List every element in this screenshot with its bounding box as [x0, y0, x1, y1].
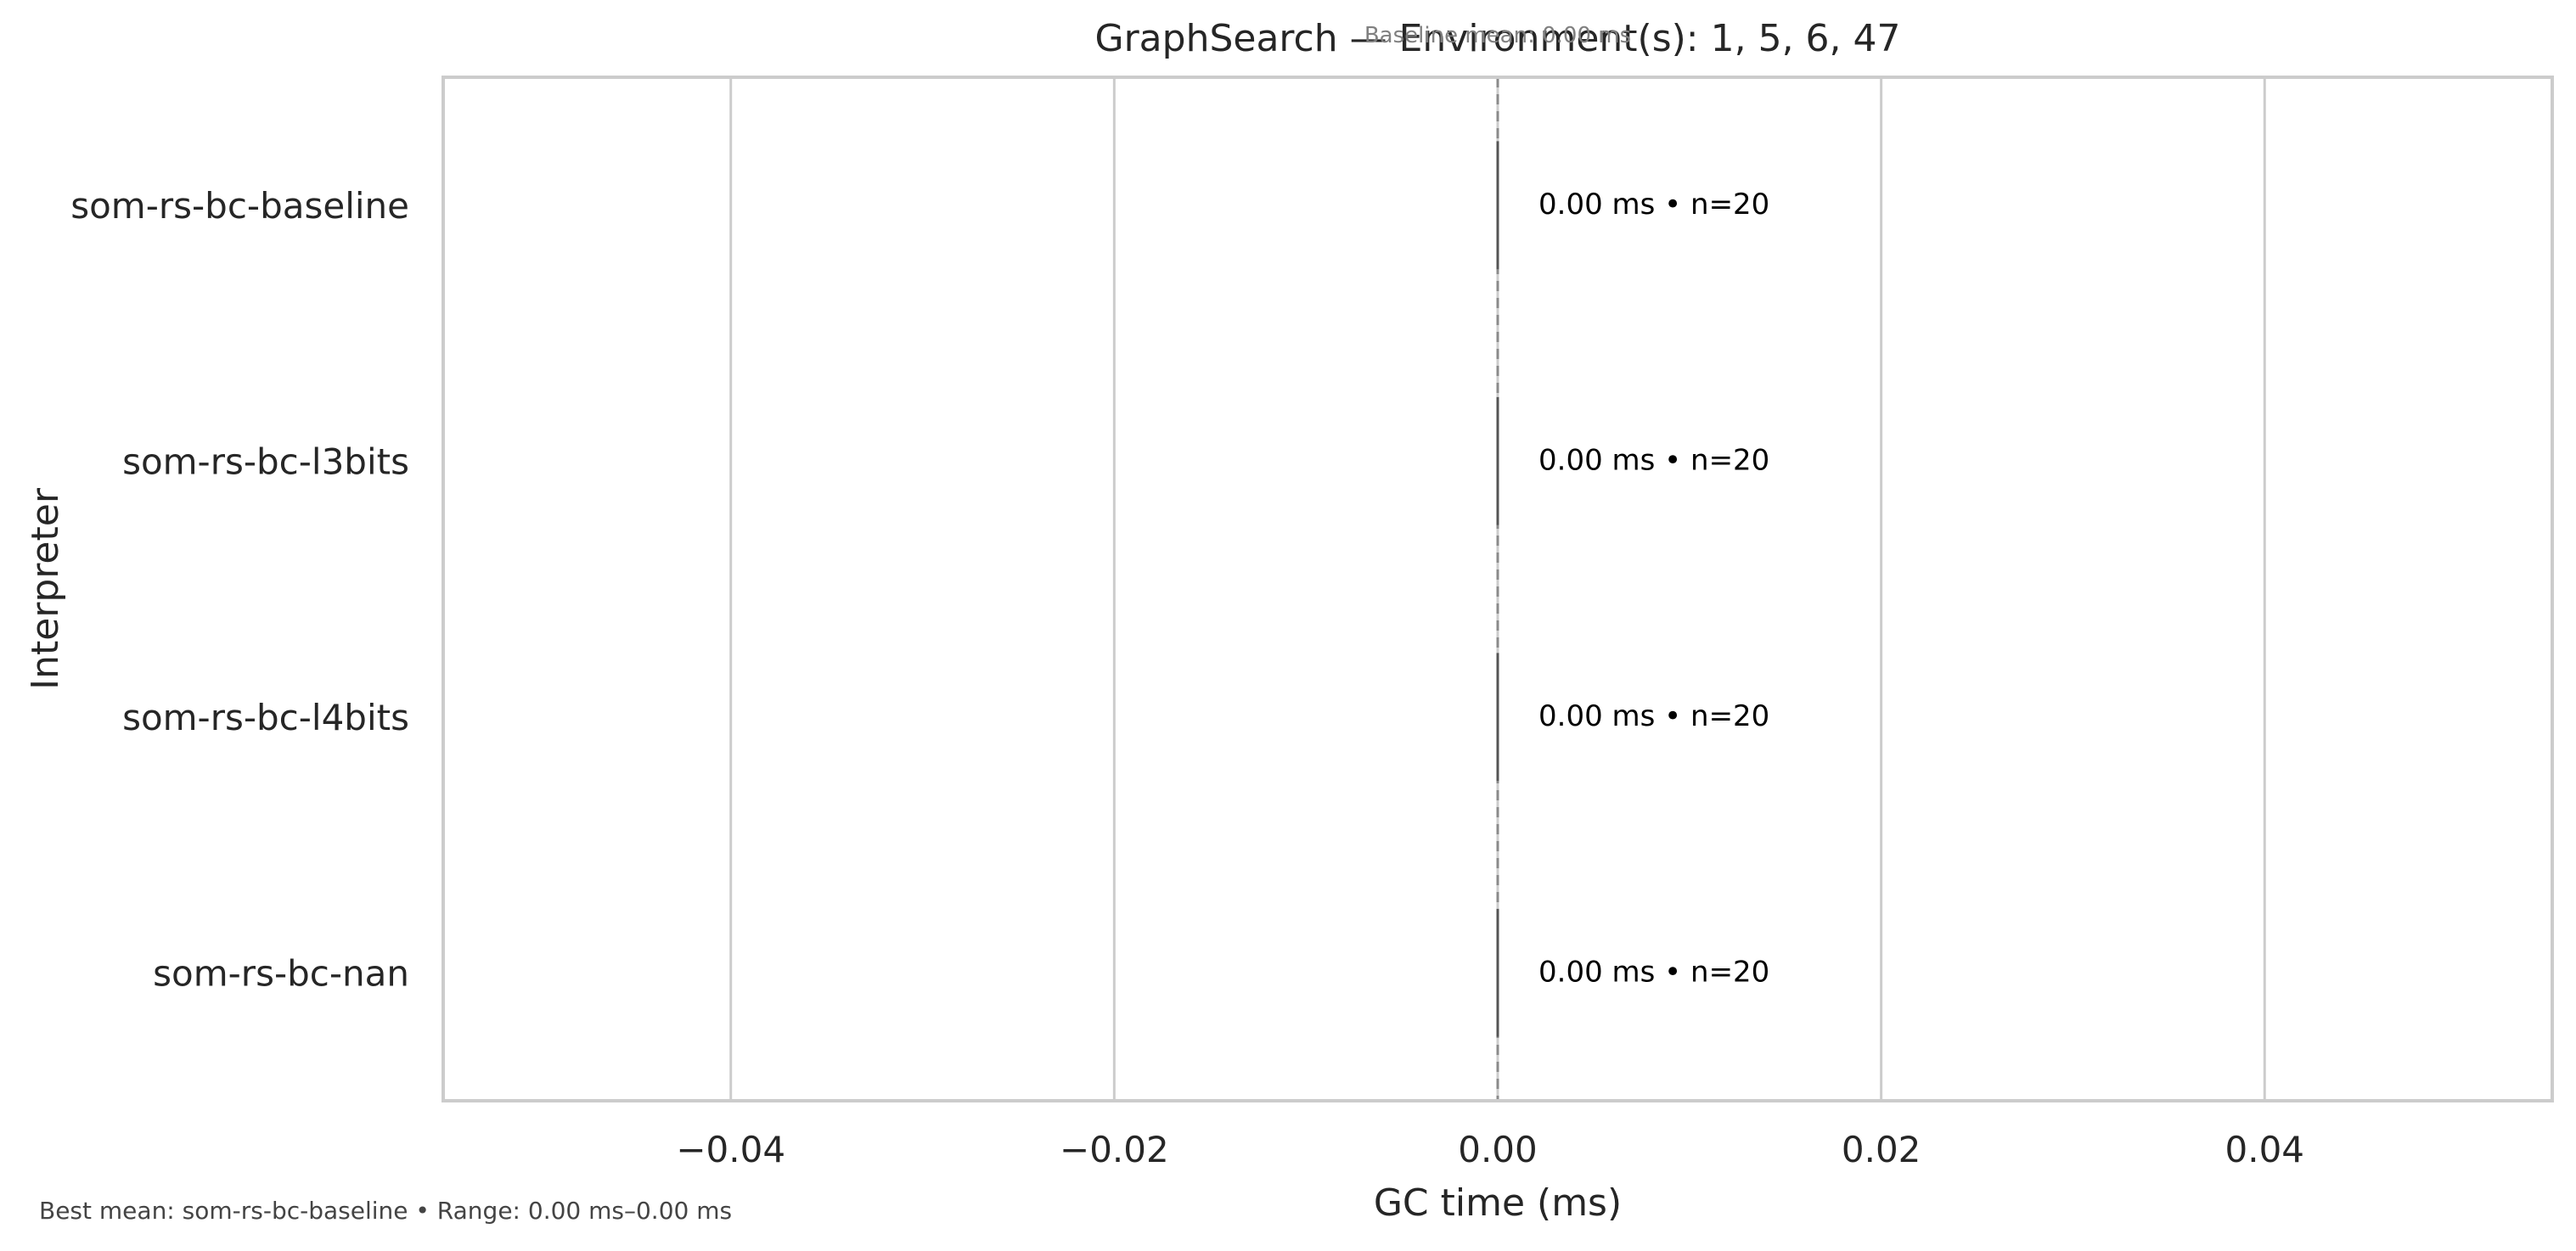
x-axis-ticks: −0.04 −0.02 0.00 0.02 0.04 — [676, 1129, 2304, 1170]
bar-value-label: 0.00 ms • n=20 — [1538, 443, 1769, 477]
y-tick-label: som-rs-bc-l4bits — [122, 697, 409, 738]
plot-frame — [442, 76, 2554, 1102]
bar — [1496, 908, 1499, 1037]
x-tick-label: 0.02 — [1842, 1129, 1921, 1170]
plot-marks: 0.00 ms • n=20 0.00 ms • n=20 0.00 ms • n=… — [1496, 77, 1769, 1101]
bar-value-label: 0.00 ms • n=20 — [1538, 699, 1769, 733]
x-tick-label: −0.04 — [676, 1129, 785, 1170]
x-tick-label: 0.04 — [2225, 1129, 2305, 1170]
y-tick-label: som-rs-bc-baseline — [70, 185, 409, 227]
bar-value-label: 0.00 ms • n=20 — [1538, 188, 1769, 222]
x-tick-label: −0.02 — [1060, 1129, 1169, 1170]
bar-value-label: 0.00 ms • n=20 — [1538, 955, 1769, 989]
chart-subtitle: Baseline mean: 0.00 ms — [1364, 23, 1631, 48]
y-axis-ticks: som-rs-bc-baseline som-rs-bc-l3bits som-rs… — [70, 185, 409, 995]
bar — [1496, 653, 1499, 782]
y-axis-label: Interpreter — [24, 487, 67, 690]
chart-title: GraphSearch — Environment(s): 1, 5, 6, 4… — [1094, 17, 1900, 60]
y-tick-label: som-rs-bc-l3bits — [122, 440, 409, 482]
bar — [1496, 141, 1499, 270]
bar — [1496, 396, 1499, 525]
footer-note: Best mean: som-rs-bc-baseline • Range: 0… — [39, 1197, 732, 1225]
y-tick-label: som-rs-bc-nan — [153, 952, 409, 994]
x-tick-label: 0.00 — [1458, 1129, 1538, 1170]
x-axis-label: GC time (ms) — [1374, 1181, 1622, 1225]
